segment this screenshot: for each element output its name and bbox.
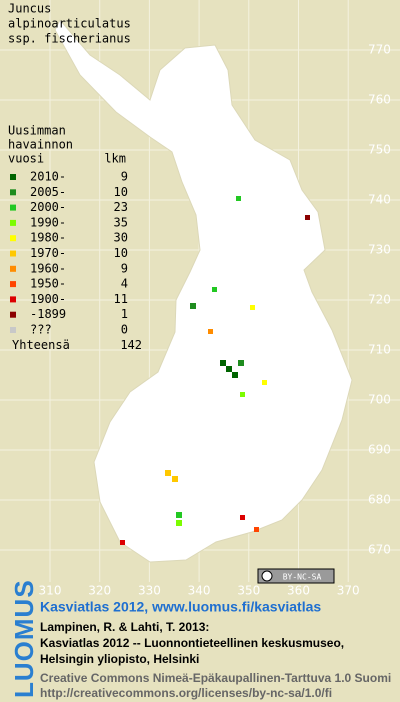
y-grid-label: 760 [368, 93, 391, 107]
square [172, 476, 178, 482]
brand: LUOMUS [9, 579, 39, 698]
title-line: ssp. fischerianus [8, 32, 131, 46]
legend-label: 2010- [30, 170, 66, 184]
x-grid-label: 310 [39, 584, 62, 598]
legend-total-count: 142 [120, 338, 142, 352]
square [262, 380, 267, 385]
badge-text: BY-NC-SA [283, 573, 322, 582]
legend-count: 1 [121, 307, 128, 321]
y-grid-label: 670 [368, 543, 391, 557]
legend-label: 1990- [30, 215, 66, 229]
legend-count: 9 [121, 170, 128, 184]
square [120, 540, 125, 545]
license-badge: BY-NC-SA [257, 568, 335, 584]
legend-label: 1960- [30, 261, 66, 275]
observation-squares [120, 196, 310, 545]
title-line: alpinoarticulatus [8, 17, 131, 31]
legend-count: 23 [114, 200, 128, 214]
legend-label: 2005- [30, 185, 66, 199]
y-grid-label: 700 [368, 393, 391, 407]
citation-line: Lampinen, R. & Lahti, T. 2013: [40, 620, 209, 634]
square [232, 372, 238, 378]
legend-count: 4 [121, 277, 128, 291]
x-grid-label: 340 [188, 584, 211, 598]
cc-logo [261, 570, 273, 582]
square [165, 470, 171, 476]
square [226, 366, 232, 372]
legend-count: 10 [114, 246, 128, 260]
y-grid-label: 680 [368, 493, 391, 507]
legend-label: 1970- [30, 246, 66, 260]
y-grid-label: 720 [368, 293, 391, 307]
legend-swatch [10, 281, 16, 288]
legend-label: 1950- [30, 277, 66, 291]
legend-label: 1900- [30, 292, 66, 306]
license-line[interactable]: http://creativecommons.org/licenses/by-n… [40, 686, 332, 700]
square [238, 360, 244, 366]
legend-count: 9 [121, 261, 128, 275]
x-grid-label: 320 [88, 584, 111, 598]
x-grid-label: 330 [138, 584, 161, 598]
legend-count: 11 [114, 292, 128, 306]
legend-swatch [10, 311, 16, 318]
square [254, 527, 259, 532]
x-grid-label: 360 [287, 584, 310, 598]
legend-column: lkm [104, 152, 126, 166]
legend-count: 0 [121, 323, 128, 337]
square [208, 329, 213, 334]
legend-header: havainnon [8, 138, 73, 152]
square [240, 515, 245, 520]
legend-swatch [10, 265, 16, 272]
legend-count: 10 [114, 185, 128, 199]
square [176, 520, 182, 526]
square [250, 305, 255, 310]
x-grid-label: 370 [337, 584, 360, 598]
legend-swatch [10, 235, 16, 242]
legend-total-label: Yhteensä [12, 338, 70, 352]
legend-label: 1980- [30, 231, 66, 245]
legend-swatch [10, 189, 16, 196]
square [305, 215, 310, 220]
legend-count: 30 [114, 231, 128, 245]
license-line: Creative Commons Nimeä-Epäkaupallinen-Ta… [40, 671, 391, 685]
y-grid-label: 750 [368, 143, 391, 157]
x-grid-label: 350 [237, 584, 260, 598]
legend-swatch [10, 250, 16, 257]
square [236, 196, 241, 201]
legend-label: ??? [30, 323, 52, 337]
legend-swatch [10, 174, 16, 180]
legend-swatch [10, 219, 16, 226]
atlas-link[interactable]: Kasviatlas 2012, www.luomus.fi/kasviatla… [40, 599, 321, 615]
legend-label: -1899 [30, 307, 66, 321]
citation-line: Kasviatlas 2012 -- Luonnontieteellinen k… [40, 636, 344, 650]
y-grid-label: 710 [368, 343, 391, 357]
square [220, 360, 226, 366]
square [240, 392, 245, 397]
finland-outline [54, 19, 353, 563]
square [212, 287, 217, 292]
legend-swatch [10, 327, 16, 333]
y-grid-label: 740 [368, 193, 391, 207]
y-grid-label: 730 [368, 243, 391, 257]
legend-swatch [10, 296, 16, 303]
citation-line: Helsingin yliopisto, Helsinki [40, 652, 199, 666]
y-grid-label: 770 [368, 43, 391, 57]
title-line: Juncus [8, 2, 51, 16]
legend-swatch [10, 204, 16, 211]
square [176, 512, 182, 518]
square [190, 303, 196, 309]
legend-header: Uusimman [8, 124, 66, 138]
legend-column: vuosi [8, 152, 44, 166]
badge-box [257, 568, 335, 584]
legend-label: 2000- [30, 200, 66, 214]
y-grid-label: 690 [368, 443, 391, 457]
legend-count: 35 [114, 215, 128, 229]
